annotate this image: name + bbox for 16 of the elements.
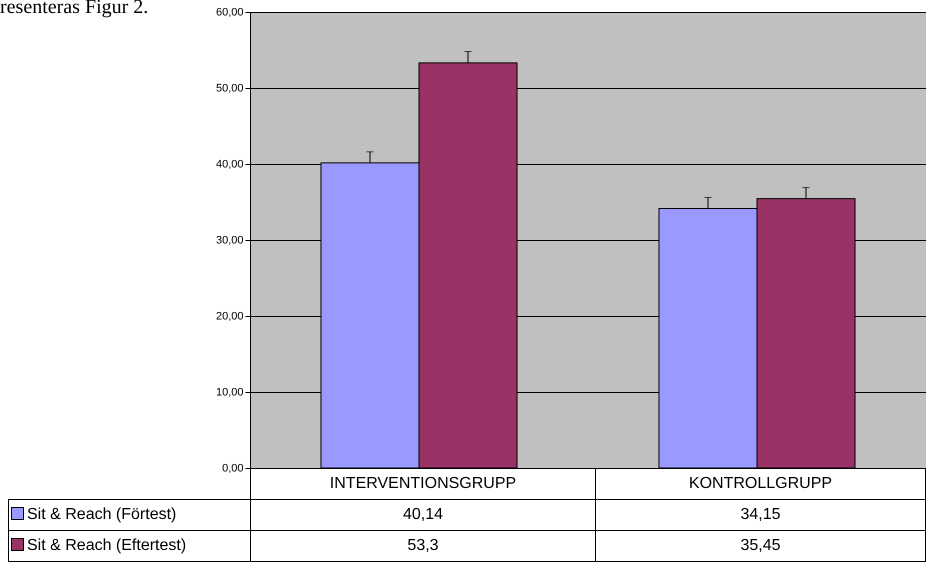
y-tick-label: 40,00 (216, 158, 244, 170)
y-tick-label: 30,00 (216, 234, 244, 246)
data-label: 53,3 (250, 530, 596, 562)
y-tick-label: 50,00 (216, 82, 244, 94)
data-label: 35,45 (596, 530, 926, 562)
y-tick-label: 20,00 (216, 310, 244, 322)
data-label: 40,14 (250, 500, 596, 530)
data-label: 34,15 (596, 500, 926, 530)
y-tick-label: 0,00 (222, 462, 244, 474)
x-tick-label: INTERVENTIONSGRUPP (250, 468, 596, 500)
legend-label: Sit & Reach (Eftertest) (8, 530, 250, 562)
x-tick-label: KONTROLLGRUPP (596, 468, 926, 500)
y-tick-label: 60,00 (216, 6, 244, 18)
legend-label: Sit & Reach (Förtest) (8, 500, 250, 530)
y-tick-label: 10,00 (216, 386, 244, 398)
text: resenteras Figur 2. (0, 0, 148, 19)
